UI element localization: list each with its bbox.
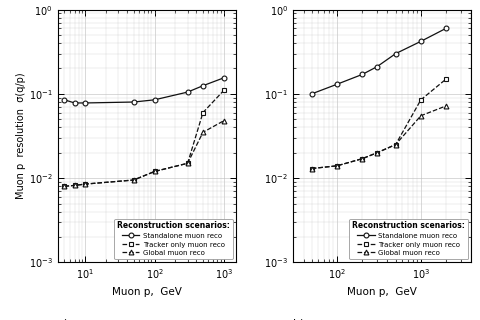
X-axis label: Muon p,  GeV: Muon p, GeV <box>347 287 416 297</box>
Text: a): a) <box>58 318 69 320</box>
Text: b): b) <box>292 318 304 320</box>
X-axis label: Muon p,  GeV: Muon p, GeV <box>112 287 181 297</box>
Legend: Standalone muon reco, Tracker only muon reco, Global muon reco: Standalone muon reco, Tracker only muon … <box>349 219 467 259</box>
Legend: Standalone muon reco, Tracker only muon reco, Global muon reco: Standalone muon reco, Tracker only muon … <box>114 219 232 259</box>
Y-axis label: Muon p  resolution  σ(q/p): Muon p resolution σ(q/p) <box>16 73 26 199</box>
